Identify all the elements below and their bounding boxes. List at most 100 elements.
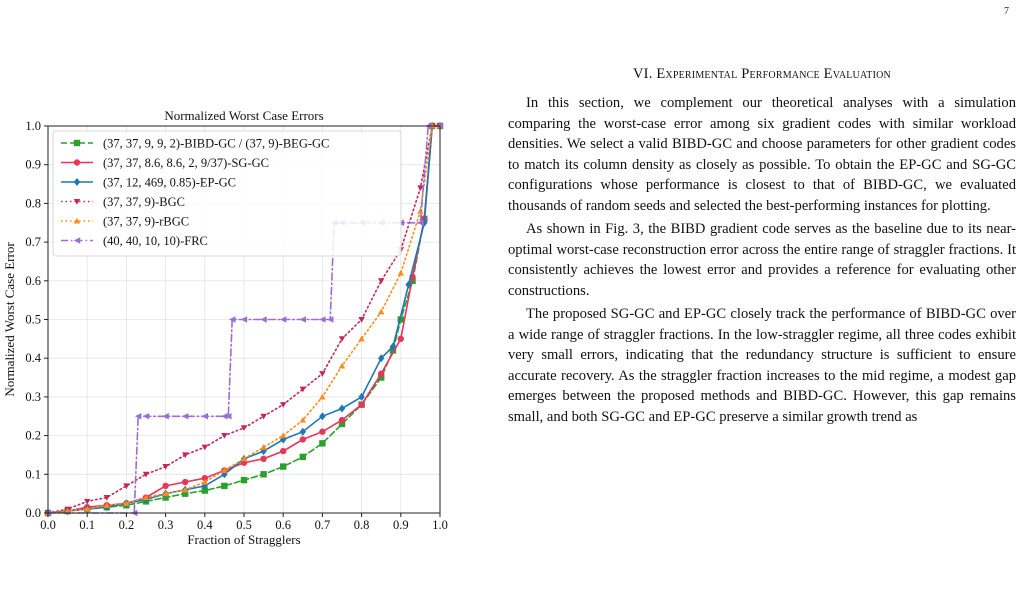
data-point (142, 471, 150, 478)
x-tick-label: 0.3 (158, 518, 174, 532)
data-point (280, 447, 287, 455)
data-point (182, 478, 189, 486)
data-point (221, 433, 228, 439)
data-point (299, 386, 306, 393)
data-point (229, 316, 236, 323)
data-point (73, 237, 81, 244)
x-tick-label: 0.1 (79, 518, 95, 532)
data-point (378, 354, 385, 363)
page-number: 7 (1004, 6, 1009, 17)
data-point (397, 316, 404, 323)
data-point (358, 392, 365, 401)
legend-box (52, 130, 402, 257)
y-tick-label: 0.4 (25, 351, 41, 365)
data-point (319, 440, 326, 447)
data-point (162, 482, 169, 490)
legend-label: (37, 37, 8.6, 8.6, 2, 9/37)-SG-GC (103, 156, 269, 170)
data-point (299, 416, 306, 423)
data-point (358, 316, 365, 323)
data-point (201, 487, 208, 494)
data-point (103, 502, 110, 508)
data-point (299, 427, 306, 436)
data-point (260, 455, 267, 463)
section-heading: VI. Experimental Performance Evaluation (508, 66, 1016, 83)
data-point (378, 370, 385, 377)
data-point (103, 494, 110, 501)
data-point (73, 139, 81, 147)
y-tick-label: 0.1 (25, 467, 41, 481)
data-point (221, 482, 228, 490)
y-tick-label: 0.0 (25, 506, 41, 520)
data-point (73, 178, 81, 186)
data-point (182, 486, 189, 493)
data-point (240, 316, 248, 323)
data-point (240, 476, 248, 484)
data-point (358, 401, 365, 408)
data-point (319, 393, 326, 400)
y-tick-label: 0.7 (25, 235, 41, 249)
data-point (389, 342, 397, 351)
data-point (319, 371, 326, 377)
data-point (260, 316, 267, 323)
data-point (280, 316, 287, 323)
data-point (319, 428, 326, 435)
data-point (84, 505, 91, 512)
chart-axes: 0.0 0.1 0.2 0.3 0.4 0.5 0.6 0.7 0.8 0.9 1.0 0.0 0.1 0… (2, 108, 448, 547)
data-point (134, 413, 142, 420)
y-tick-label: 0.3 (25, 390, 41, 404)
data-point (417, 185, 424, 192)
legend-item: (37, 37, 9)-rBGC (61, 215, 189, 229)
paragraph: In this section, we complement our theor… (508, 95, 1016, 214)
data-point (280, 463, 287, 470)
data-point (358, 335, 365, 342)
data-point (162, 464, 169, 470)
line-chart: 0.0 0.1 0.2 0.3 0.4 0.5 0.6 0.7 0.8 0.9 1.0 0.0 0.1 0… (2, 108, 448, 547)
data-point (225, 413, 232, 420)
legend-item: (37, 37, 9)-BGC (61, 195, 185, 209)
data-point (73, 198, 81, 205)
series-line (47, 125, 441, 514)
data-point (73, 217, 81, 224)
data-point (327, 316, 334, 323)
data-point (338, 420, 346, 428)
data-point (397, 335, 404, 343)
data-point (299, 453, 306, 461)
series-line (47, 125, 441, 514)
data-point (260, 471, 267, 478)
data-point (201, 444, 208, 451)
y-tick-label: 0.8 (25, 196, 41, 210)
data-point (201, 413, 208, 420)
x-tick-label: 0.5 (236, 518, 252, 532)
data-point (397, 269, 404, 276)
legend-item: (37, 12, 469, 0.85)-EP-GC (61, 176, 236, 190)
y-tick-label: 0.2 (25, 429, 41, 443)
chart-title: Normalized Worst Case Errors (164, 108, 323, 123)
data-point (338, 404, 346, 413)
data-point (260, 444, 267, 450)
x-tick-label: 0.6 (275, 518, 291, 532)
data-point (338, 362, 346, 369)
data-point (299, 316, 306, 323)
data-point (240, 425, 248, 432)
data-point (64, 507, 71, 514)
data-point (338, 416, 346, 424)
legend-label: (37, 37, 9)-BGC (103, 195, 185, 209)
x-tick-label: 0.7 (315, 518, 331, 532)
y-tick-label: 1.0 (25, 119, 41, 133)
text-column: VI. Experimental Performance Evaluation … (508, 66, 1016, 430)
data-point (221, 467, 228, 473)
data-point (182, 452, 189, 459)
series-line (47, 125, 441, 514)
data-point (84, 498, 91, 505)
data-point (260, 413, 267, 420)
x-tick-label: 0.9 (393, 518, 409, 532)
data-point (162, 490, 169, 497)
data-point (338, 336, 346, 343)
data-point (417, 207, 424, 214)
data-point (280, 402, 287, 408)
data-point (123, 500, 130, 506)
y-tick-label: 0.5 (25, 313, 41, 327)
x-tick-label: 0.4 (197, 518, 213, 532)
paragraph: As shown in Fig. 3, the BIBD gradient co… (508, 221, 1016, 299)
data-point (299, 436, 306, 443)
